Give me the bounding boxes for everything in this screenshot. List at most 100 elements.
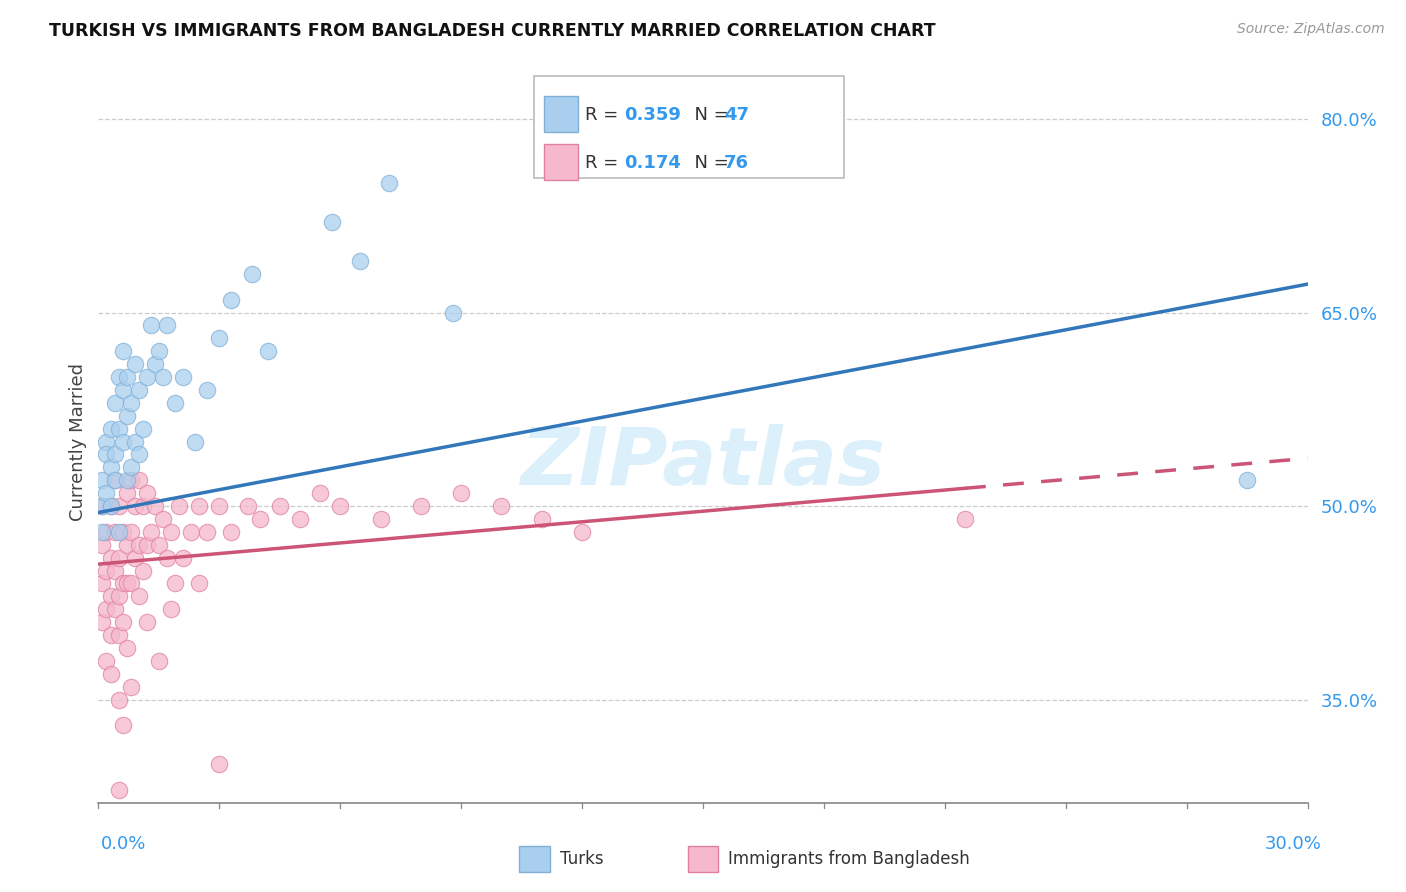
Point (152, 512, 174, 526)
Text: N =: N = (683, 106, 735, 124)
Point (188, 576, 211, 591)
Point (96, 602, 118, 616)
Point (139, 318, 162, 333)
Point (329, 499, 352, 513)
Point (96, 524, 118, 539)
Point (135, 538, 157, 552)
Point (128, 590, 150, 604)
Point (103, 447, 125, 461)
Point (188, 499, 211, 513)
Point (111, 524, 134, 539)
Point (96, 564, 118, 578)
Text: 47: 47 (724, 106, 749, 124)
Point (143, 499, 166, 513)
Point (195, 383, 218, 397)
Point (107, 783, 129, 797)
Point (100, 628, 122, 642)
Point (111, 576, 134, 591)
Point (91, 524, 114, 539)
Point (124, 550, 146, 565)
Point (124, 357, 146, 371)
Point (180, 524, 202, 539)
Point (124, 434, 146, 449)
Point (107, 524, 129, 539)
Text: N =: N = (683, 154, 735, 172)
Point (91, 499, 114, 513)
Text: ZIPatlas: ZIPatlas (520, 425, 886, 502)
Text: 0.174: 0.174 (624, 154, 681, 172)
Point (100, 666, 122, 681)
Point (184, 434, 207, 449)
Point (111, 383, 134, 397)
Point (370, 512, 392, 526)
Point (120, 473, 142, 487)
Point (288, 512, 311, 526)
Point (195, 524, 218, 539)
Text: 76: 76 (724, 154, 749, 172)
Point (132, 564, 155, 578)
Point (100, 460, 122, 475)
Point (160, 524, 183, 539)
Point (148, 344, 170, 359)
Point (107, 499, 129, 513)
Point (100, 499, 122, 513)
Point (152, 370, 174, 384)
Point (132, 422, 155, 436)
Point (115, 409, 138, 423)
Point (167, 499, 190, 513)
Point (377, 177, 399, 191)
Point (349, 254, 371, 268)
Point (91, 473, 114, 487)
Point (103, 524, 125, 539)
Point (321, 215, 343, 229)
Point (103, 564, 125, 578)
Point (208, 757, 231, 772)
Point (91, 499, 114, 513)
Point (240, 267, 263, 281)
Point (450, 486, 472, 500)
Point (139, 524, 162, 539)
Point (111, 718, 134, 732)
Point (309, 486, 332, 500)
Point (111, 344, 134, 359)
Point (148, 654, 170, 668)
Text: Source: ZipAtlas.com: Source: ZipAtlas.com (1237, 22, 1385, 37)
Point (107, 370, 129, 384)
Point (120, 460, 142, 475)
Point (160, 602, 183, 616)
Text: 0.0%: 0.0% (101, 835, 146, 853)
Point (441, 305, 464, 319)
Point (208, 499, 231, 513)
Point (91, 576, 114, 591)
Point (148, 538, 170, 552)
Point (103, 602, 125, 616)
Point (100, 590, 122, 604)
Point (111, 434, 134, 449)
Point (249, 512, 271, 526)
Point (1236, 473, 1258, 487)
Point (143, 357, 166, 371)
Text: TURKISH VS IMMIGRANTS FROM BANGLADESH CURRENTLY MARRIED CORRELATION CHART: TURKISH VS IMMIGRANTS FROM BANGLADESH CU… (49, 22, 936, 40)
Point (103, 473, 125, 487)
Point (208, 331, 231, 345)
Point (221, 293, 243, 307)
Point (107, 422, 129, 436)
Point (115, 370, 138, 384)
Point (135, 615, 157, 630)
Point (135, 486, 157, 500)
Point (163, 576, 186, 591)
Text: 0.359: 0.359 (624, 106, 681, 124)
Point (100, 550, 122, 565)
Point (236, 499, 259, 513)
Point (409, 499, 432, 513)
Text: Turks: Turks (560, 850, 603, 868)
Point (100, 499, 122, 513)
Point (96, 447, 118, 461)
Point (115, 486, 138, 500)
Point (221, 524, 243, 539)
Text: Immigrants from Bangladesh: Immigrants from Bangladesh (728, 850, 970, 868)
Point (120, 680, 142, 694)
Point (120, 396, 142, 410)
Point (156, 550, 179, 565)
Point (953, 512, 976, 526)
